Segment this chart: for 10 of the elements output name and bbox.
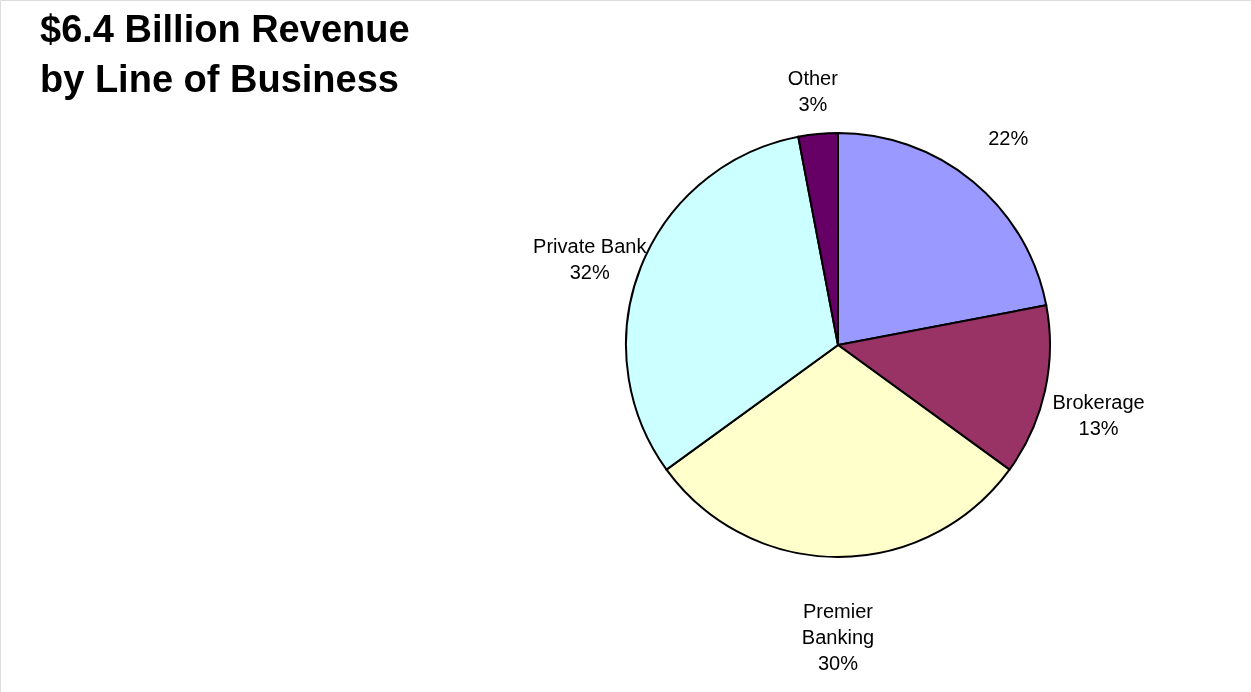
data-label: 3% <box>798 93 828 116</box>
data-label: 30% <box>817 652 859 674</box>
data-label: 32% <box>569 260 610 283</box>
data-label: 22% <box>988 127 1029 150</box>
slice-label: Premier Banking <box>801 600 875 648</box>
slice-label: Private Bank <box>533 234 648 257</box>
text: $6.4 Billion Revenue by Line of Business <box>40 8 410 100</box>
slice-label: Other <box>787 67 839 90</box>
data-label: 13% <box>1078 417 1119 440</box>
slice-label: Brokerage <box>1052 391 1145 414</box>
